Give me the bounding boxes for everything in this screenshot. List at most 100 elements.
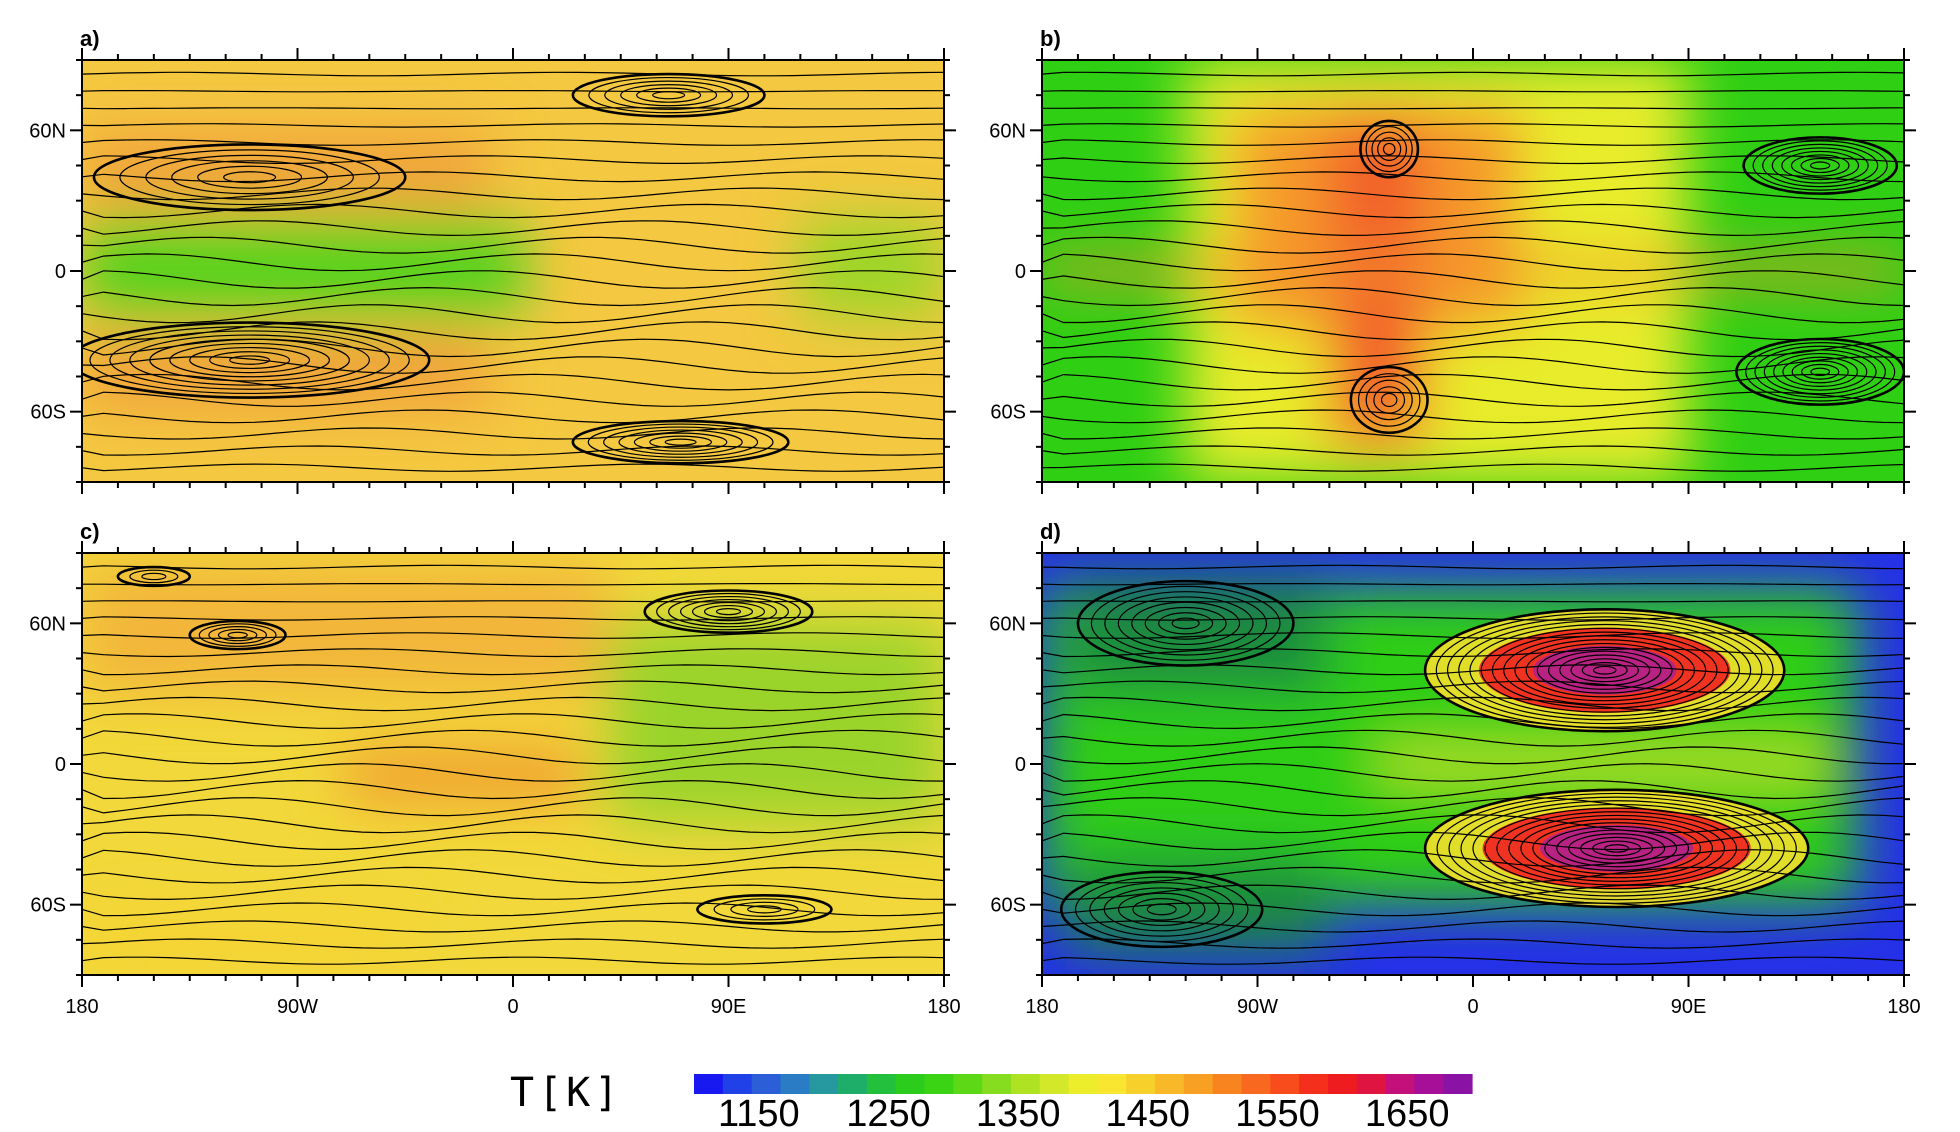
vortex-ring	[171, 160, 329, 195]
vortex-ring	[1436, 792, 1797, 904]
vortex-ring	[730, 901, 799, 917]
vortex-ring	[188, 619, 287, 651]
streamline	[82, 680, 944, 694]
streamline	[1042, 831, 1904, 851]
vortex-ring	[1089, 881, 1235, 937]
vortex-ring	[620, 84, 718, 107]
vortex-ring	[1480, 627, 1729, 713]
colorbar-tick-label: 1450	[1106, 1093, 1191, 1132]
colorbar-swatch	[1443, 1074, 1473, 1094]
vortex-ring	[1581, 662, 1628, 679]
streamline	[1042, 445, 1904, 456]
colorbar-tick-label: 1250	[846, 1093, 931, 1132]
streamline	[82, 463, 944, 472]
colorbar-swatch	[1155, 1074, 1185, 1094]
x-tick-label: 90W	[277, 996, 318, 1018]
vortex-ring	[1076, 579, 1295, 667]
y-tick-label: 60S	[990, 895, 1026, 917]
x-tick-label: 0	[507, 996, 518, 1018]
vortex-ring	[1544, 825, 1690, 871]
x-tick-label: 180	[927, 996, 960, 1018]
vortex-ring	[92, 143, 407, 212]
streamline	[1042, 187, 1904, 201]
colorbar-tick-label: 1550	[1235, 1093, 1320, 1132]
streamline	[82, 696, 944, 712]
vortex-ring	[119, 149, 380, 206]
streamline	[1042, 713, 1904, 730]
vortex-ring	[1380, 392, 1398, 408]
vortex-ring	[604, 80, 734, 110]
streamline	[82, 884, 944, 901]
streamline	[1042, 236, 1904, 254]
vortex-ring	[1752, 140, 1888, 191]
streamline	[82, 763, 944, 782]
vortex-ring	[129, 334, 370, 386]
streamline	[1042, 321, 1904, 341]
streamline	[82, 583, 944, 586]
panel-c: c) 60N 0 60S 180 90W 0 90E 180	[29, 519, 960, 1018]
panel-label: d)	[1040, 519, 1061, 544]
y-tick-label: 60S	[30, 402, 66, 424]
vortex-ring	[141, 572, 167, 581]
vortex-ring	[1446, 616, 1763, 725]
vortex-ring	[588, 76, 750, 114]
streamline	[82, 956, 944, 965]
streamline	[1042, 270, 1904, 289]
streamline	[1042, 956, 1904, 965]
vortex-ring	[668, 595, 789, 628]
vortex-ring	[189, 346, 311, 374]
vortex-ring	[1491, 631, 1718, 709]
streamline	[82, 920, 944, 933]
panel-d: d) 60N 0 60S 180 90W 0 90E 180	[989, 519, 1920, 1018]
ticks	[70, 541, 956, 987]
streamline	[1042, 463, 1904, 472]
streamline	[1042, 71, 1904, 77]
temperature-zone	[345, 752, 585, 800]
vortex-ring	[1754, 345, 1886, 398]
vortex-ring	[1773, 352, 1868, 391]
streamline	[82, 220, 944, 237]
temperature-zone	[800, 219, 944, 318]
vortex-ring	[696, 893, 833, 925]
vortex-ring	[1365, 379, 1413, 421]
vortex-ring	[1503, 635, 1707, 706]
streamline	[1042, 220, 1904, 237]
y-tick-label: 0	[55, 754, 66, 776]
vortex-ring	[715, 607, 742, 616]
vortex-ring	[1508, 814, 1726, 882]
vortex-ring	[208, 626, 267, 645]
streamline	[82, 713, 944, 729]
streamline	[1042, 632, 1904, 639]
streamline	[82, 171, 944, 183]
ticks	[1030, 48, 1916, 494]
vortex-ring	[1790, 154, 1850, 177]
vortex-ring	[82, 321, 431, 399]
streamlines	[1042, 71, 1904, 472]
vortex-ring	[1103, 887, 1220, 932]
vortex-ring	[1556, 829, 1678, 868]
vortex-ring	[1536, 646, 1673, 694]
streamline	[1042, 123, 1904, 128]
vortex-ring	[1359, 119, 1420, 179]
vortex-ring	[227, 631, 248, 639]
vortex-ring	[643, 589, 814, 635]
streamline	[1042, 286, 1904, 307]
plot-area	[1042, 60, 1904, 482]
vortex-ring	[713, 898, 816, 921]
vortex-ring	[149, 338, 350, 382]
streamline	[1042, 696, 1904, 712]
panel-label: c)	[80, 519, 100, 544]
vortex-ring	[1371, 131, 1408, 167]
vortex-ring	[1745, 342, 1896, 402]
streamline	[82, 729, 944, 747]
streamline	[1042, 304, 1904, 324]
streamline	[1042, 155, 1904, 165]
vortex-ring	[1525, 642, 1684, 698]
vortex-ring	[217, 628, 258, 642]
vortex-ring	[1357, 373, 1421, 427]
colorbar-swatch	[1414, 1074, 1444, 1094]
vortex-ring	[1742, 136, 1899, 195]
streamline	[82, 632, 944, 639]
vortex-ring	[229, 355, 271, 365]
vortex-ring	[1735, 337, 1904, 406]
